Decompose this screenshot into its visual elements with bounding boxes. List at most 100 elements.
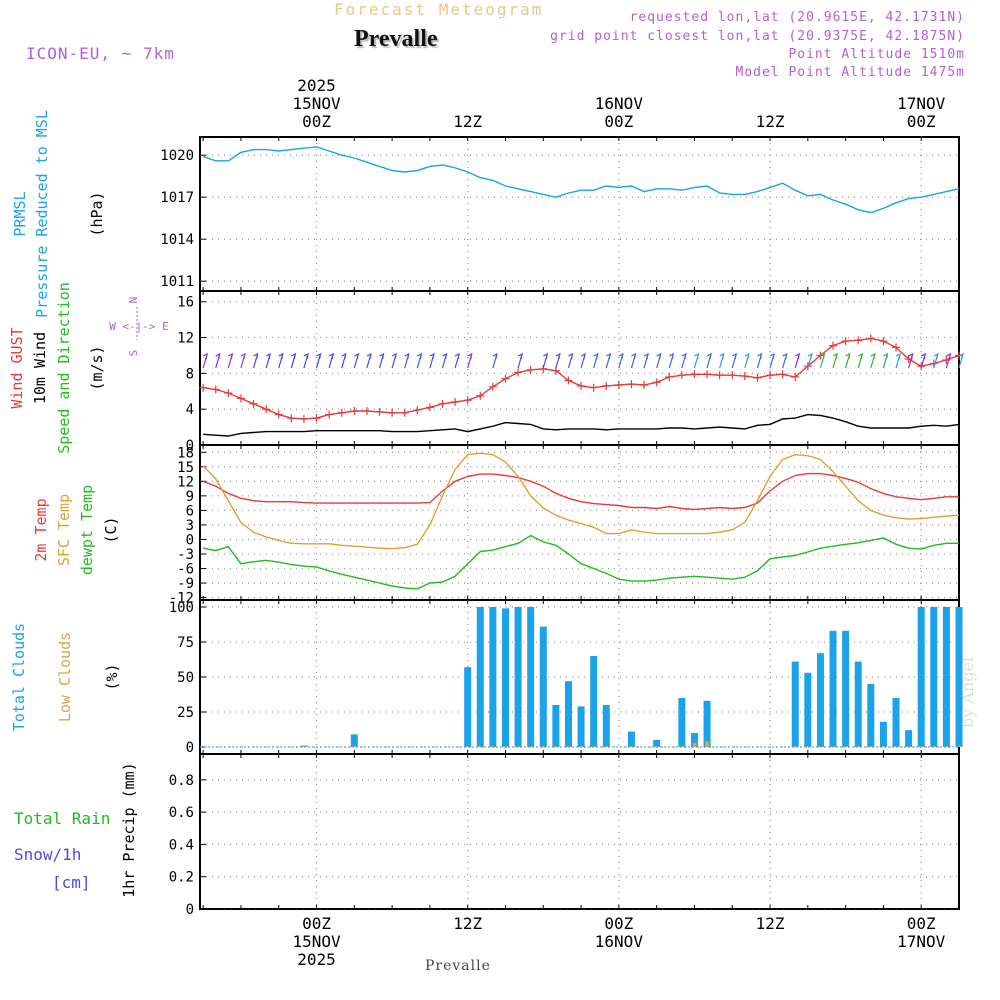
gust-marker (488, 382, 497, 391)
wind-arrow (404, 352, 410, 369)
time-label: 00Z (302, 112, 331, 131)
label-c: (C) (102, 516, 120, 543)
wind-arrow (278, 352, 284, 369)
bar-low-clouds (553, 746, 558, 747)
time-label: 12Z (453, 112, 482, 131)
y-tick-label: 100 (169, 600, 194, 616)
gust-marker (703, 370, 712, 379)
y-tick-label: 8 (186, 366, 194, 382)
bar-total-clouds (854, 661, 862, 747)
gust-marker (854, 336, 863, 345)
series-prmsl (202, 146, 960, 214)
y-tick-label: 0.6 (169, 805, 194, 821)
bar-total-clouds (791, 661, 799, 747)
time-label: 12Z (756, 914, 785, 933)
wind-arrow (643, 352, 649, 369)
gust-marker (640, 381, 649, 390)
model-altitude: Model Point Altitude 1475m (735, 65, 965, 80)
wind-arrow (769, 352, 775, 369)
wind-arrow (492, 352, 498, 369)
wind-arrow (958, 352, 964, 369)
gust-marker (866, 334, 875, 343)
bar-total-clouds (489, 607, 497, 747)
rose-north: N (127, 297, 140, 304)
label-hpa: (hPa) (88, 191, 106, 236)
bar-total-clouds (501, 608, 509, 747)
panel-clouds: 0 25 50 75 100 (169, 599, 963, 756)
location-title: Prevalle (354, 26, 438, 52)
gust-marker (463, 396, 472, 405)
label-percent: (%) (103, 663, 121, 690)
time-label: 2025 (297, 76, 336, 95)
y-tick-label: 15 (177, 460, 194, 476)
gust-marker (589, 383, 598, 392)
gust-marker (425, 403, 434, 412)
gust-marker (728, 371, 737, 380)
panel-wind: 0 4 8 12 16 (177, 290, 964, 454)
y-tick-label: 25 (177, 705, 194, 721)
bar-low-clouds (856, 746, 861, 747)
bar-total-clouds (892, 698, 900, 747)
gust-marker (375, 407, 384, 416)
wind-arrow (567, 352, 574, 369)
wind-arrow (920, 352, 927, 369)
wind-arrow (328, 352, 334, 369)
y-tick-label: 0.4 (169, 837, 194, 853)
bar-total-clouds (842, 630, 850, 747)
series-2m-temp (202, 472, 959, 511)
bar-total-clouds (476, 607, 484, 747)
y-tick-label: 16 (177, 295, 194, 311)
bar-low-clouds (944, 746, 949, 747)
bar-low-clouds (793, 746, 798, 747)
wind-arrow (366, 352, 372, 369)
bar-total-clouds (627, 731, 635, 747)
gust-marker (514, 368, 523, 377)
y-tick-label: 9 (186, 489, 194, 505)
wind-arrow (580, 352, 586, 369)
wind-arrow (744, 352, 750, 369)
label-prmsl: PRMSL (11, 191, 29, 236)
bar-total-clouds (539, 626, 547, 747)
gust-marker (766, 371, 775, 380)
wind-arrow (240, 352, 246, 369)
wind-arrow (391, 352, 397, 369)
wind-arrow (857, 352, 864, 369)
wind-arrow (845, 352, 851, 369)
bar-low-clouds (957, 746, 961, 747)
bar-total-clouds (653, 740, 661, 747)
gust-marker (879, 337, 888, 346)
time-label: 00Z (302, 914, 331, 933)
bar-total-clouds (930, 607, 938, 747)
gust-marker (551, 366, 560, 375)
time-label: 00Z (907, 112, 936, 131)
series-sfc-temp (202, 452, 960, 550)
time-label: 00Z (907, 914, 936, 933)
gust-marker (501, 374, 510, 383)
bar-total-clouds (829, 630, 837, 747)
label-low-clouds: Low Clouds (56, 632, 74, 722)
gust-marker (627, 380, 636, 389)
gust-marker (829, 341, 838, 350)
wind-arrow (681, 352, 687, 369)
wind-arrow (807, 352, 813, 369)
gust-marker (438, 399, 447, 408)
bar-total-clouds (955, 607, 963, 747)
time-axis-bottom: 00Z15NOV202512Z00Z16NOV12Z00Z17NOV12Z (292, 914, 945, 969)
bar-low-clouds (465, 746, 470, 747)
gust-marker (274, 410, 283, 419)
gust-marker (577, 381, 586, 390)
bar-low-clouds (352, 746, 357, 747)
gust-marker (715, 371, 724, 380)
gust-marker (325, 410, 334, 419)
label-total-rain: Total Rain (14, 809, 110, 828)
gust-marker (665, 372, 674, 381)
gust-marker (677, 371, 686, 380)
bar-total-clouds (577, 706, 585, 747)
bar-total-clouds (879, 721, 887, 747)
label-2m-temp: 2m Temp (32, 498, 50, 561)
wind-arrow (555, 352, 561, 369)
bar-low-clouds (541, 746, 546, 747)
bar-low-clouds (528, 746, 533, 747)
y-tick-label: -9 (177, 576, 194, 592)
